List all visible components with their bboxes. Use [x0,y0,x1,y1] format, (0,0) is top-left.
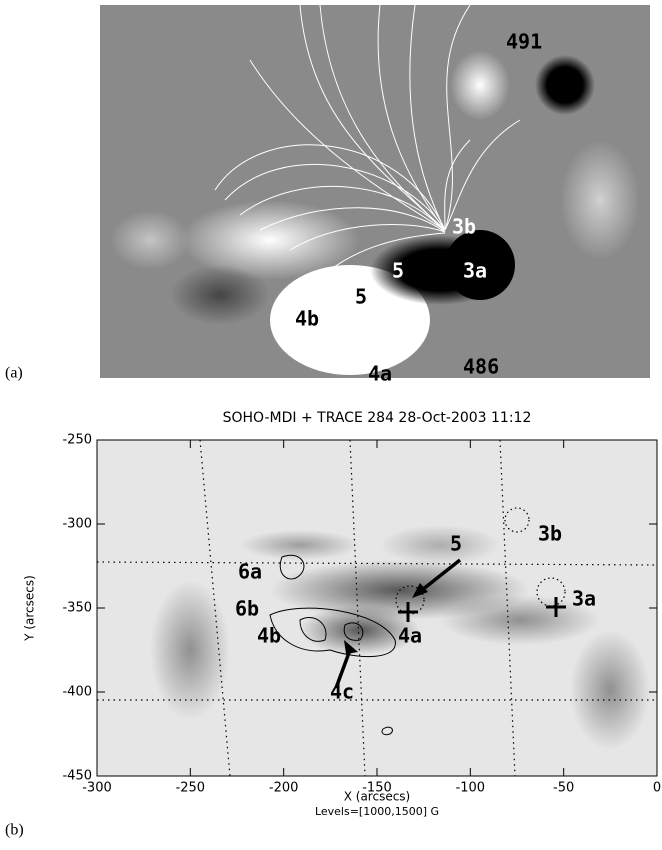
annotation: 3b [538,522,562,546]
y-tick-label: -450 [62,769,92,784]
annotation: 4b [257,624,281,648]
annotation: 4b [295,307,319,331]
y-tick-label: -350 [62,601,92,616]
x-tick-label: -150 [362,781,392,796]
y-tick-label: -250 [62,433,92,448]
x-tick-label: -200 [269,781,299,796]
levels-note: Levels=[1000,1500] G [315,805,439,818]
x-axis-label: X (arcsecs) [344,790,411,804]
y-tick-label: -400 [62,685,92,700]
x-tick-label: -300 [82,781,112,796]
annotations: 5 3b 6a 3a 6b 4b 4a 4c [235,522,596,704]
annotation: 3a [572,587,596,611]
annotations: 491 3b 5 3a 5 4b 4a 486 [295,30,542,386]
annotation: 3a [463,259,487,283]
y-tick-label: -300 [62,517,92,532]
annotation: 4c [330,680,354,704]
annotation: 491 [506,30,542,54]
panel-label: (a) [5,365,23,382]
annotation: 6a [238,560,262,584]
annotation: 4a [368,362,392,386]
panel-title: SOHO-MDI + TRACE 284 28-Oct-2003 11:12 [223,410,532,426]
annotation: 486 [463,355,499,379]
annotation: 6b [235,597,259,621]
x-tick-label: -50 [553,781,574,796]
magnetogram [100,5,650,378]
x-tick-label: -250 [176,781,206,796]
x-tick-label: 0 [653,781,661,796]
y-axis-label: Y (arcsecs) [23,575,37,642]
annotation: 4a [398,624,422,648]
annotation: 3b [452,215,476,239]
euv-image [97,440,657,776]
annotation: 5 [450,532,462,556]
annotation: 5 [355,285,367,309]
panel-label: (b) [5,822,24,839]
annotation: 5 [392,259,404,283]
x-tick-label: -100 [456,781,486,796]
